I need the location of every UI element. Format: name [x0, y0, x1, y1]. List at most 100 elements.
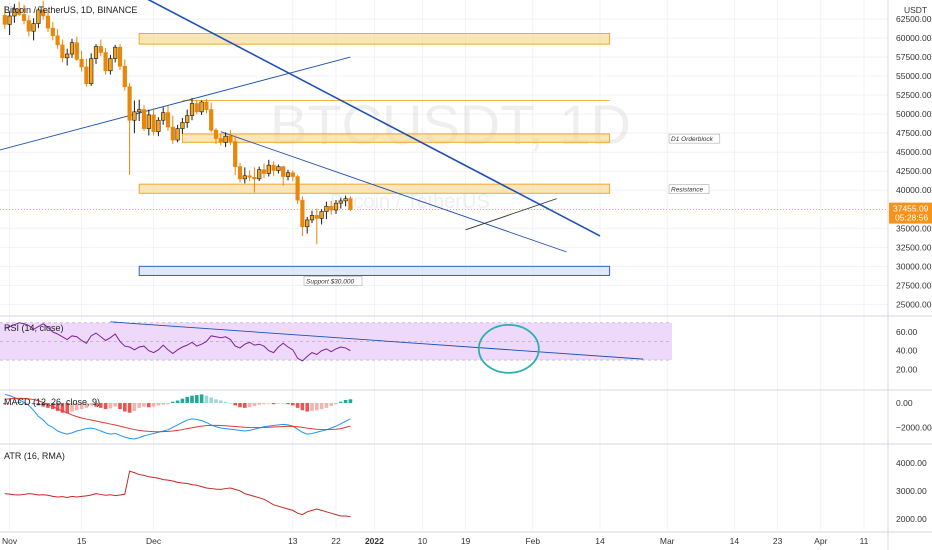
- price-tick-9: 40000.00: [896, 185, 932, 195]
- candle-body-61: [295, 176, 300, 201]
- rsi-tick-2: 20.00: [896, 364, 918, 374]
- candle-body-24: [117, 46, 123, 67]
- macd-hist-bar-28: [137, 402, 141, 408]
- candle-body-14: [69, 42, 75, 55]
- candle-body-36: [175, 128, 180, 141]
- macd-hist-bar-59: [286, 402, 290, 405]
- candle-body-71: [343, 198, 348, 202]
- candle-body-32: [156, 119, 161, 132]
- atr-line: [4, 470, 351, 518]
- uptrend-line: [0, 56, 351, 151]
- candle-body-66: [319, 211, 324, 219]
- macd-hist-bar-12: [60, 402, 65, 413]
- price-tick-1: 60000.00: [896, 33, 932, 43]
- candle-body-7: [36, 9, 41, 24]
- candle-body-34: [165, 112, 171, 128]
- macd-hist-bar-22: [108, 402, 113, 409]
- time-axis[interactable]: Nov 15 Dec 13 22 2022 10 19 Feb 14 Mar 14 23 Apr 11: [2, 536, 869, 546]
- price-tag-box: [889, 202, 932, 224]
- candle-body-6: [31, 23, 36, 32]
- macd-hist-bar-51: [247, 402, 252, 408]
- watermark-name: Bitcoin / TetherUS: [330, 191, 490, 213]
- macd-hist-bar-5: [27, 402, 31, 404]
- price-tick-8: 42500.00: [896, 166, 932, 176]
- price-tick-7: 45000.00: [896, 147, 932, 157]
- price-tick-11: 35000.00: [896, 223, 932, 233]
- macd-hist-bar-47: [228, 402, 233, 404]
- macd-hist-bar-48: [233, 402, 237, 406]
- macd-hist-bar-31: [151, 402, 156, 407]
- price-tick-12: 32500.00: [896, 242, 932, 252]
- candle-body-22: [108, 58, 113, 72]
- rsi-title: RSI (14, close): [4, 323, 64, 333]
- candle-body-10: [50, 27, 55, 37]
- rsi-trendline: [110, 321, 644, 360]
- time-tick-0: Nov: [2, 536, 18, 546]
- macd-hist-bar-44: [214, 399, 218, 403]
- time-tick-5: 2022: [365, 536, 384, 546]
- candle-body-27: [132, 111, 137, 121]
- macd-hist-bar-11: [55, 402, 60, 411]
- macd-pane: [3, 393, 353, 440]
- price-tick-2: 57500.00: [896, 52, 932, 62]
- candle-body-63: [305, 219, 310, 228]
- time-tick-3: 13: [288, 536, 298, 546]
- candle-body-56: [271, 164, 276, 171]
- rsi-tick-1: 40.00: [896, 346, 918, 356]
- atr-tick-0: 4000.00: [896, 458, 927, 468]
- candle-body-39: [189, 103, 195, 116]
- candle-body-57: [276, 166, 281, 171]
- macd-hist-bar-65: [315, 402, 319, 411]
- candle-body-12: [60, 44, 65, 59]
- candle-body-3: [17, 8, 22, 15]
- price-tick-14: 27500.00: [896, 280, 932, 290]
- candle-body-5: [26, 20, 31, 32]
- macd-hist-bar-69: [334, 402, 338, 405]
- candle-body-17: [84, 66, 89, 85]
- macd-hist-bar-14: [70, 402, 74, 412]
- macd-hist-bar-71: [343, 399, 348, 403]
- rsi-pane: [0, 321, 672, 374]
- macd-hist-bar-26: [127, 402, 132, 413]
- candle-body-45: [218, 138, 223, 143]
- candle-body-53: [257, 169, 262, 180]
- candle-body-25: [122, 65, 127, 88]
- time-tick-13: Apr: [814, 536, 827, 546]
- macd-hist-bar-45: [219, 400, 223, 403]
- macd-hist-bar-34: [166, 402, 170, 405]
- macd-hist-bar-46: [223, 401, 228, 403]
- candle-body-43: [209, 109, 214, 131]
- candle-body-64: [309, 215, 315, 221]
- atr-tick-1: 3000.00: [896, 486, 927, 496]
- candle-body-62: [300, 199, 305, 228]
- price-tag-countdown: 05:28:56: [895, 213, 928, 223]
- candle-body-47: [228, 135, 233, 142]
- macd-tick-0: 0.00: [896, 398, 913, 408]
- zone-3: [138, 265, 611, 276]
- macd-hist-bar-67: [324, 402, 329, 408]
- macd-hist-bar-40: [195, 395, 199, 403]
- atr-tick-2: 2000.00: [896, 514, 927, 524]
- candle-body-9: [45, 15, 51, 29]
- candle-body-4: [21, 14, 27, 21]
- candle-body-31: [151, 114, 156, 132]
- macd-hist-bar-61: [295, 402, 300, 408]
- candle-body-15: [74, 42, 79, 60]
- candle-body-60: [290, 172, 295, 177]
- candle-body-30: [146, 114, 151, 129]
- macd-hist-bar-30: [147, 402, 151, 408]
- candle-body-69: [333, 202, 339, 211]
- macd-hist-bar-35: [171, 401, 175, 403]
- macd-hist-bar-66: [319, 402, 324, 410]
- zone-label-box-2: [668, 184, 710, 194]
- candle-body-13: [65, 53, 70, 59]
- time-tick-14: 11: [860, 536, 869, 546]
- macd-hist-bar-8: [41, 402, 45, 407]
- macd-hist-bar-68: [329, 402, 333, 407]
- zone-label-1: D1 Orderblock: [671, 136, 714, 143]
- candle-body-1: [7, 15, 12, 25]
- macd-hist-bar-23: [113, 402, 117, 407]
- candle-body-51: [247, 175, 252, 178]
- trend-lines[interactable]: [0, 0, 601, 253]
